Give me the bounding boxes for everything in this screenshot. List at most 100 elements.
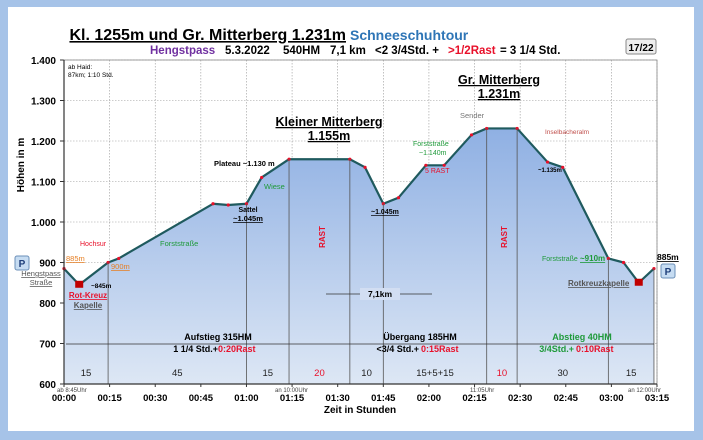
parking-icon-start bbox=[14, 255, 30, 271]
x-tick-label: 01:30 bbox=[326, 393, 350, 404]
plateau-label: Plateau ~1.130 m bbox=[214, 159, 275, 168]
start-point: Hengstpass bbox=[150, 45, 215, 57]
forststrasse-label-2: Forststraße bbox=[413, 141, 449, 148]
inselbacheralm-label: Inselbacheralm bbox=[545, 129, 589, 136]
uebergang-time: <3/4 Std.+ bbox=[376, 344, 419, 354]
elevation-line bbox=[63, 127, 655, 286]
sattel-label: Sattel bbox=[238, 207, 257, 214]
waypoint-marker bbox=[363, 165, 367, 169]
parking-icon-label: P bbox=[19, 259, 26, 270]
rast-label-a: RAST bbox=[318, 226, 327, 248]
hengstpass-label-2: Straße bbox=[30, 278, 53, 287]
hengstpass-label-1: Hengstpass bbox=[21, 269, 61, 278]
parking-icon-end-label: P bbox=[665, 267, 672, 278]
approach-note-1: ab Haid: bbox=[68, 64, 92, 71]
elevation-area bbox=[64, 128, 654, 384]
x-tick-label: 02:45 bbox=[554, 393, 579, 404]
rotkreuz-label-1: Rot-Kreuz bbox=[69, 291, 107, 300]
x-tick-label: 03:15 bbox=[645, 393, 670, 404]
tour-date: 5.3.2022 bbox=[225, 45, 270, 57]
rotkreuzkapelle-label: Rotkreuzkapelle bbox=[568, 279, 630, 288]
rotkreuz-label-2: Kapelle bbox=[74, 301, 103, 310]
forststrasse-label-3: Forststraße bbox=[542, 256, 578, 263]
sender-label: Sender bbox=[460, 111, 485, 120]
wiese-label: Wiese bbox=[264, 182, 285, 191]
chart-title: Kl. 1255m und Gr. Mitterberg 1.231m bbox=[69, 27, 346, 44]
waypoint-marker bbox=[469, 133, 474, 137]
abstieg-label: Abstieg 40HM bbox=[552, 332, 612, 342]
waypoint-marker bbox=[211, 202, 215, 206]
approach-note-2: 87km; 1:10 Std. bbox=[68, 72, 114, 79]
y-tick-label: 900 bbox=[39, 259, 56, 270]
tour-type: Schneeschuhtour bbox=[350, 27, 469, 43]
x-tick-label: 00:00 bbox=[52, 393, 76, 404]
waypoint-marker bbox=[621, 260, 626, 265]
chapel-845-label: ~845m bbox=[91, 283, 112, 290]
chapel-icon-end bbox=[634, 278, 643, 286]
y-tick-label: 800 bbox=[39, 299, 56, 310]
y-tick-label: 1.300 bbox=[31, 97, 56, 108]
gross-mitterberg-label: Gr. Mitterberg bbox=[458, 73, 540, 87]
waypoint-marker bbox=[226, 203, 230, 207]
y-tick-label: 1.000 bbox=[31, 218, 56, 229]
walk-time: <2 3/4Std. + bbox=[375, 45, 439, 57]
segment-duration: 10 bbox=[497, 368, 508, 379]
y-tick-label: 1.400 bbox=[31, 56, 56, 67]
forststrasse-label-1: Forststraße bbox=[160, 239, 198, 248]
abstieg-rest: 0:10Rast bbox=[576, 344, 614, 354]
start-time-note: ab 8:45Uhr bbox=[57, 388, 87, 394]
uebergang-rest: 0:15Rast bbox=[421, 344, 459, 354]
rast-5-label: 5 RAST bbox=[425, 168, 450, 175]
rast-label-b: RAST bbox=[500, 226, 509, 248]
page-indicator[interactable] bbox=[625, 38, 657, 55]
waypoint-marker bbox=[545, 160, 550, 164]
waypoint-marker bbox=[442, 163, 446, 167]
time-1105-note: 11:05Uhr bbox=[470, 388, 494, 394]
total-time: = 3 1/4 Std. bbox=[500, 45, 560, 57]
x-tick-label: 02:15 bbox=[462, 393, 487, 404]
x-axis-title: Zeit in Stunden bbox=[324, 405, 396, 416]
page-number: 17/22 bbox=[628, 43, 653, 54]
aufstieg-label: Aufstieg 315HM bbox=[184, 332, 252, 342]
uebergang-label: Übergang 185HM bbox=[383, 332, 457, 342]
segment-duration: 15+5+15 bbox=[416, 368, 454, 379]
segment-duration: 45 bbox=[172, 368, 183, 379]
forststrasse-elevation-3: ~910m bbox=[580, 254, 605, 263]
waypoint-marker bbox=[260, 175, 264, 180]
hochsur-label: Hochsur bbox=[80, 241, 107, 248]
saddle-1045-label: ~1.045m bbox=[371, 209, 399, 216]
parking-icon-end bbox=[660, 263, 676, 279]
x-tick-label: 02:00 bbox=[417, 393, 441, 404]
aufstieg-rest: 0:20Rast bbox=[218, 344, 256, 354]
waypoint-marker bbox=[396, 196, 401, 200]
distance-label-bg bbox=[360, 288, 400, 300]
kleiner-mitterberg-label: Kleiner Mitterberg bbox=[276, 115, 383, 129]
gross-mitterberg-elevation: 1.231m bbox=[478, 87, 520, 101]
start-885-label: 885m bbox=[66, 254, 85, 263]
x-tick-label: 01:00 bbox=[234, 393, 258, 404]
segment-duration: 15 bbox=[262, 368, 273, 379]
distance-label: 7,1km bbox=[368, 289, 393, 299]
y-tick-label: 600 bbox=[39, 380, 56, 391]
y-tick-label: 1.200 bbox=[31, 137, 56, 148]
forest-900-label: 900m bbox=[111, 262, 130, 271]
x-tick-label: 00:30 bbox=[143, 393, 167, 404]
x-tick-label: 00:15 bbox=[97, 393, 122, 404]
arrival-1200-note: an 12:00Uhr bbox=[628, 388, 661, 394]
kleiner-mitterberg-elevation: 1.155m bbox=[308, 129, 350, 143]
x-tick-label: 01:45 bbox=[371, 393, 396, 404]
arrival-1000-note: an 10:00Uhr bbox=[275, 388, 308, 394]
segment-duration: 30 bbox=[557, 368, 568, 379]
segment-duration: 10 bbox=[361, 368, 372, 379]
x-tick-label: 00:45 bbox=[189, 393, 214, 404]
distance: 7,1 km bbox=[330, 45, 366, 57]
end-885-label: 885m bbox=[657, 252, 679, 262]
x-tick-label: 02:30 bbox=[508, 393, 532, 404]
waypoint-marker bbox=[561, 165, 565, 169]
segment-duration: 20 bbox=[314, 368, 325, 379]
aufstieg-time: 1 1/4 Std.+ bbox=[173, 344, 218, 354]
elevation-1135-label: ~1.135m bbox=[538, 168, 562, 174]
rest-time: >1/2Rast bbox=[448, 45, 496, 57]
y-tick-label: 1.100 bbox=[31, 178, 56, 189]
